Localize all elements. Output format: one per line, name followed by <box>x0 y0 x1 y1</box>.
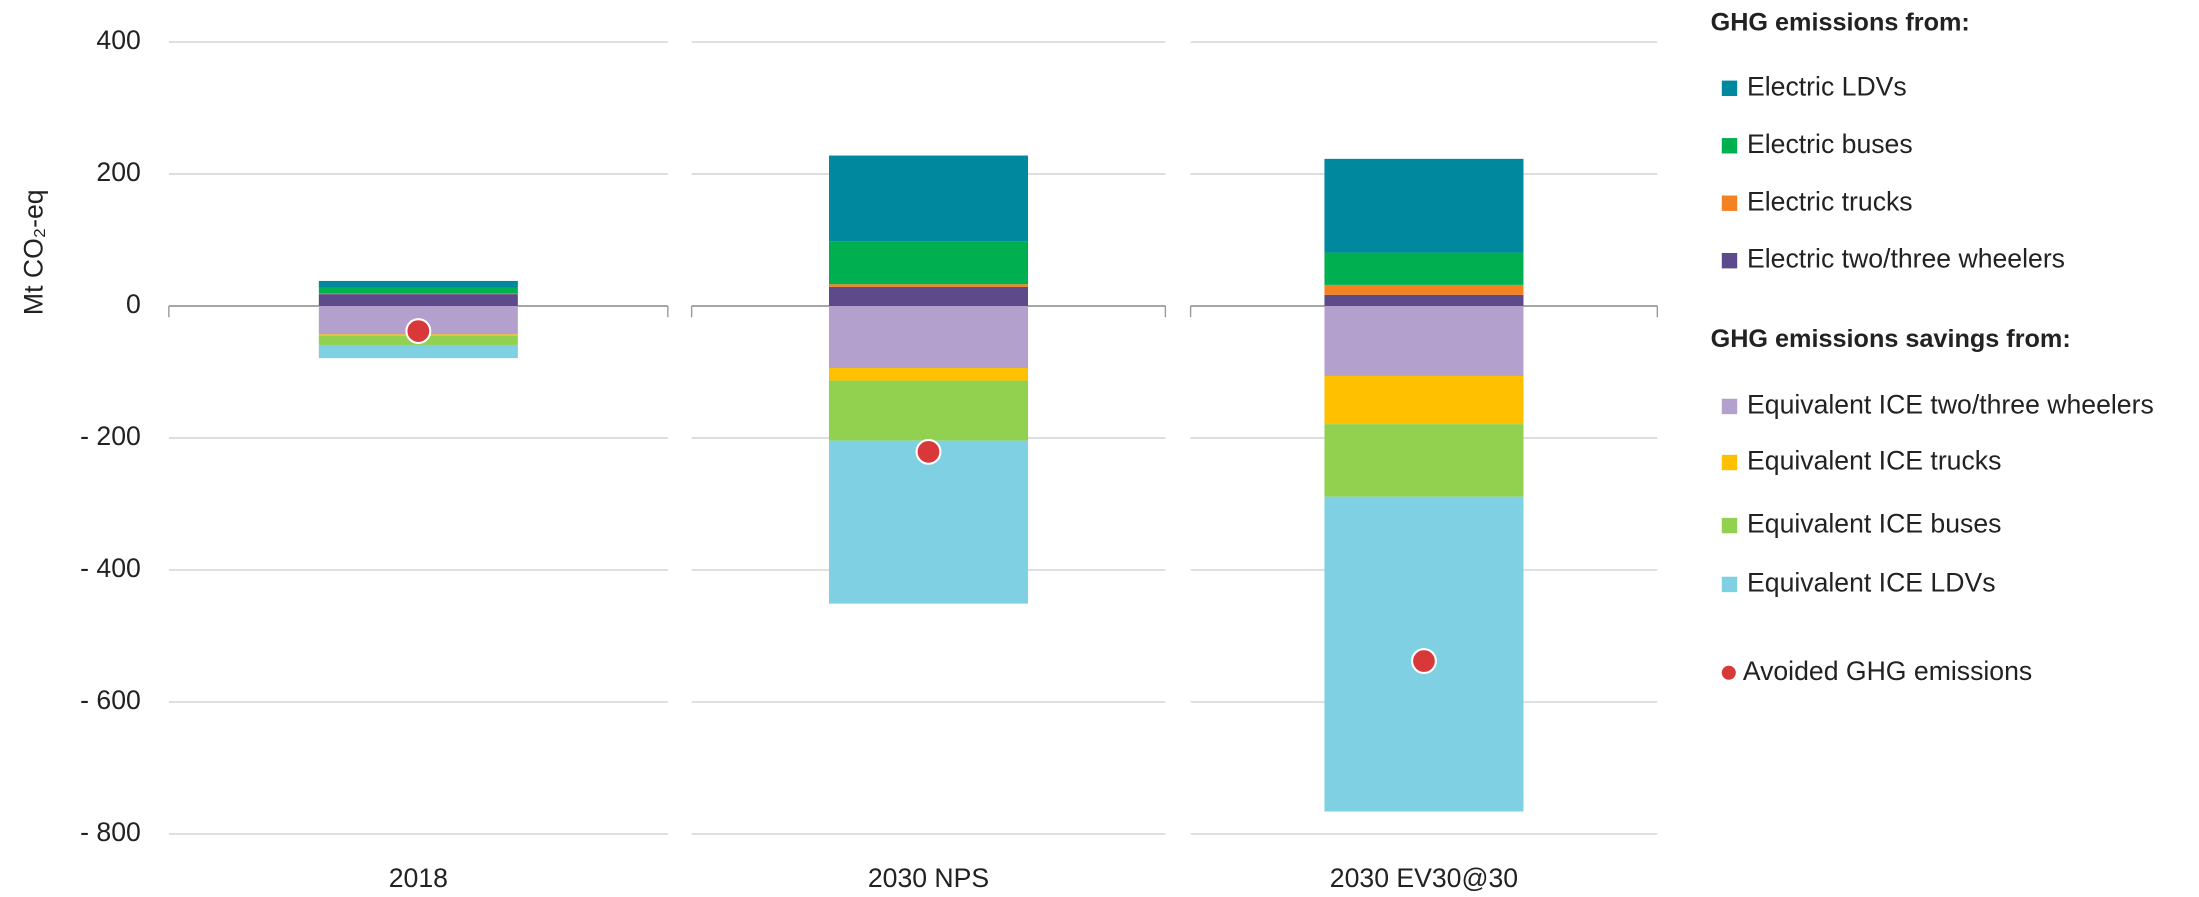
bar-segment <box>828 306 1029 369</box>
legend-heading: GHG emissions from: <box>1711 8 1970 36</box>
bar-segment <box>828 284 1029 287</box>
bar-segment <box>318 344 518 359</box>
legend-label: Electric LDVs <box>1747 71 1907 101</box>
bar-segment <box>828 286 1029 307</box>
y-tick-label: - 200 <box>80 421 141 451</box>
legend-label: Electric buses <box>1747 129 1913 159</box>
bar-segment <box>828 241 1029 285</box>
y-tick-label: - 600 <box>80 685 141 715</box>
avoided-point <box>915 438 942 465</box>
bar-segment <box>1324 294 1524 307</box>
bar-segment <box>828 440 1029 604</box>
legend-label: Equivalent ICE two/three wheelers <box>1747 389 2154 419</box>
y-tick-label: 0 <box>126 289 141 319</box>
legend-label: Electric two/three wheelers <box>1747 244 2065 274</box>
bar-segment <box>828 368 1029 381</box>
bar-segment <box>318 287 518 294</box>
y-tick-label: 200 <box>96 157 140 187</box>
y-tick-label: 400 <box>96 25 140 55</box>
legend-swatch <box>1721 195 1738 211</box>
legend-swatch <box>1721 454 1738 471</box>
bar-segment <box>1324 424 1524 497</box>
bar-segment <box>318 293 518 295</box>
bar-segment <box>318 294 518 307</box>
legend-swatch <box>1721 252 1738 269</box>
legend-label: Avoided GHG emissions <box>1743 656 2032 686</box>
bar-segment <box>1324 284 1524 295</box>
legend-label: Electric trucks <box>1747 186 1913 216</box>
bar-segment <box>828 155 1029 242</box>
x-tick-label: 2030 NPS <box>868 863 989 893</box>
bar-segment <box>318 280 518 288</box>
y-tick-label: - 800 <box>80 817 141 847</box>
legend-label: Equivalent ICE LDVs <box>1747 567 1995 597</box>
legend-swatch <box>1721 576 1738 593</box>
legend-swatch <box>1721 517 1738 534</box>
y-axis-label: Mt CO₂-eq <box>19 189 49 315</box>
legend-swatch <box>1721 80 1738 97</box>
bar-segment <box>1324 158 1524 253</box>
x-tick-label: 2018 <box>389 863 448 893</box>
legend-swatch <box>1721 138 1738 154</box>
legend-label: Equivalent ICE buses <box>1747 509 2001 539</box>
bar-segment <box>1324 375 1524 425</box>
legend-marker <box>1721 665 1736 680</box>
bar-segment <box>1324 306 1524 376</box>
legend-swatch <box>1721 398 1738 415</box>
avoided-point <box>405 318 432 345</box>
bar-segment <box>1324 252 1524 285</box>
avoided-point <box>1410 648 1437 674</box>
bar-segment <box>828 380 1029 441</box>
legend-heading: GHG emissions savings from: <box>1711 325 2071 353</box>
legend-label: Equivalent ICE trucks <box>1747 446 2001 476</box>
y-tick-label: - 400 <box>80 553 141 583</box>
x-tick-label: 2030 EV30@30 <box>1330 863 1518 893</box>
